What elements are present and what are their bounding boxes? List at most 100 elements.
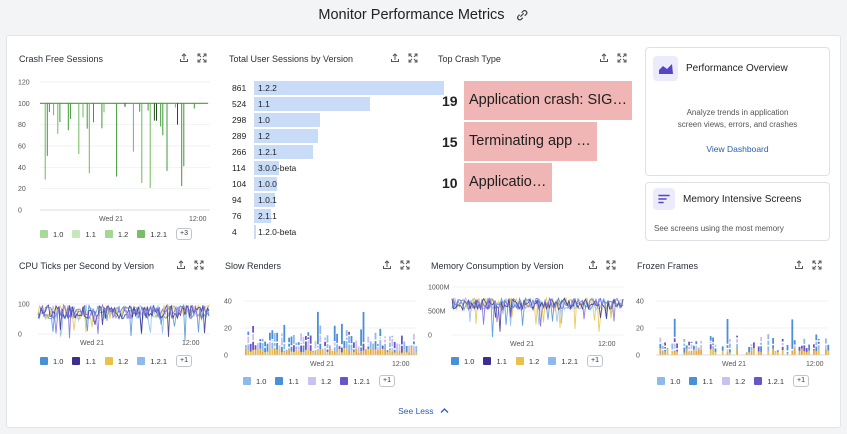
y-tick-label: 20	[636, 326, 644, 333]
bar	[343, 348, 346, 355]
legend-more-button[interactable]: +1	[587, 355, 603, 367]
bar-row[interactable]: 94 1.0.1	[232, 193, 277, 207]
bar	[700, 340, 702, 344]
series-line	[451, 296, 624, 327]
bar	[671, 351, 674, 355]
bar	[271, 330, 274, 340]
expand-icon[interactable]	[194, 260, 204, 270]
bar	[805, 348, 808, 352]
x-tick-label: Wed 21	[80, 340, 104, 347]
expand-icon[interactable]	[617, 53, 627, 63]
legend-item[interactable]: 1.1	[72, 230, 96, 239]
share-icon[interactable]	[599, 53, 609, 63]
legend-more-button[interactable]: +1	[176, 355, 192, 367]
bar	[659, 348, 662, 355]
memory-screens-desc: See screens using the most memory	[654, 224, 784, 233]
crash-row[interactable]: 15 Terminating app due to ...	[442, 122, 597, 161]
legend-more-button[interactable]: +1	[379, 375, 395, 387]
bar-row[interactable]: 298 1.0	[232, 113, 320, 127]
legend-item[interactable]: 1.2	[307, 377, 331, 386]
bar	[712, 343, 714, 345]
legend-item[interactable]: 1.2.1	[754, 377, 784, 386]
share-icon[interactable]	[794, 260, 804, 270]
legend-label: 1.2.1	[561, 356, 578, 366]
expand-icon[interactable]	[197, 53, 207, 63]
bar	[700, 345, 702, 351]
memory-screens-card[interactable]: Memory Intensive Screens See screens usi…	[645, 182, 830, 241]
share-icon[interactable]	[588, 260, 598, 270]
bar-row[interactable]: 76 2.1.1	[232, 209, 277, 223]
bar	[683, 347, 686, 353]
legend-item[interactable]: 1.0	[657, 377, 680, 386]
see-less-button[interactable]: See Less	[0, 405, 847, 416]
bar	[348, 344, 350, 353]
legend-item[interactable]: 1.0	[451, 357, 474, 366]
bar	[367, 344, 370, 345]
y-tick-label: 40	[18, 165, 26, 172]
share-icon[interactable]	[179, 53, 189, 63]
bar	[664, 351, 666, 355]
expand-icon[interactable]	[408, 53, 418, 63]
legend-item[interactable]: 1.2	[515, 357, 539, 366]
legend-item[interactable]: 1.2	[104, 230, 128, 239]
expand-icon[interactable]	[400, 260, 410, 270]
bar	[321, 348, 324, 351]
legend-item[interactable]: 1.1	[483, 357, 507, 366]
share-icon[interactable]	[382, 260, 392, 270]
bar-row[interactable]: 861 1.2.2	[232, 81, 444, 95]
view-dashboard-link[interactable]: View Dashboard	[706, 144, 769, 154]
cpu-legend: 1.0 1.1 1.2 1.2.1 +1	[40, 355, 192, 367]
bar	[803, 338, 806, 344]
bar-row[interactable]: 104 1.0.0	[232, 177, 277, 191]
bar-row[interactable]: 114 3.0.0-beta	[232, 161, 296, 175]
bar	[319, 335, 322, 343]
bar	[297, 350, 300, 355]
frozen-chart: 40 20 0 Wed 21 12:00	[636, 299, 830, 368]
legend-item[interactable]: 1.0	[243, 377, 266, 386]
bar	[757, 351, 760, 355]
legend-label: 1.0	[464, 356, 475, 366]
legend-item[interactable]: 1.2	[721, 377, 745, 386]
crash-row[interactable]: 10 Application crash: SIGAB...	[442, 163, 553, 202]
legend-more-button[interactable]: +1	[793, 375, 809, 387]
performance-overview-card[interactable]: Performance Overview Analyze trends in a…	[645, 47, 830, 176]
bar	[278, 345, 281, 350]
y-tick-label: 0	[224, 353, 228, 360]
share-icon[interactable]	[390, 53, 400, 63]
bar-row[interactable]: 4 1.2.0-beta	[232, 225, 296, 239]
crash-row[interactable]: 19 Application crash: SIGTR...	[442, 81, 632, 120]
bar-row[interactable]: 524 1.1	[232, 97, 370, 111]
link-icon[interactable]	[515, 8, 529, 22]
share-icon[interactable]	[176, 260, 186, 270]
bar	[688, 352, 690, 355]
bar	[350, 335, 353, 344]
bar	[386, 352, 389, 355]
bar-row[interactable]: 289 1.2	[232, 129, 318, 143]
bar-row[interactable]: 266 1.2.1	[232, 145, 313, 159]
bar	[793, 348, 796, 355]
bar	[295, 349, 298, 355]
bar	[288, 348, 290, 349]
legend-item[interactable]: 1.2.1	[137, 230, 167, 239]
bar	[786, 345, 789, 351]
legend-item[interactable]: 1.1	[689, 376, 713, 386]
legend-item[interactable]: 1.1	[275, 377, 299, 386]
bar-label: 1.2.2	[258, 83, 277, 93]
legend-item[interactable]: 1.2.1	[137, 357, 167, 366]
legend-item[interactable]: 1.2.1	[340, 377, 370, 386]
cpu-title: CPU Ticks per Second by Version	[19, 261, 155, 271]
legend-item[interactable]: 1.2	[104, 357, 128, 366]
bar	[736, 349, 738, 355]
legend-item[interactable]: 1.2.1	[548, 357, 578, 366]
bar	[767, 340, 770, 345]
legend-item[interactable]: 1.1	[72, 357, 96, 366]
legend-item[interactable]: 1.0	[40, 357, 63, 366]
bar	[264, 347, 266, 353]
bar	[661, 350, 664, 353]
legend-item[interactable]: 1.0	[40, 230, 63, 239]
bar	[693, 345, 695, 350]
expand-icon[interactable]	[606, 260, 616, 270]
legend-label: 1.1	[702, 376, 713, 386]
expand-icon[interactable]	[812, 260, 822, 270]
legend-more-button[interactable]: +3	[176, 228, 192, 240]
